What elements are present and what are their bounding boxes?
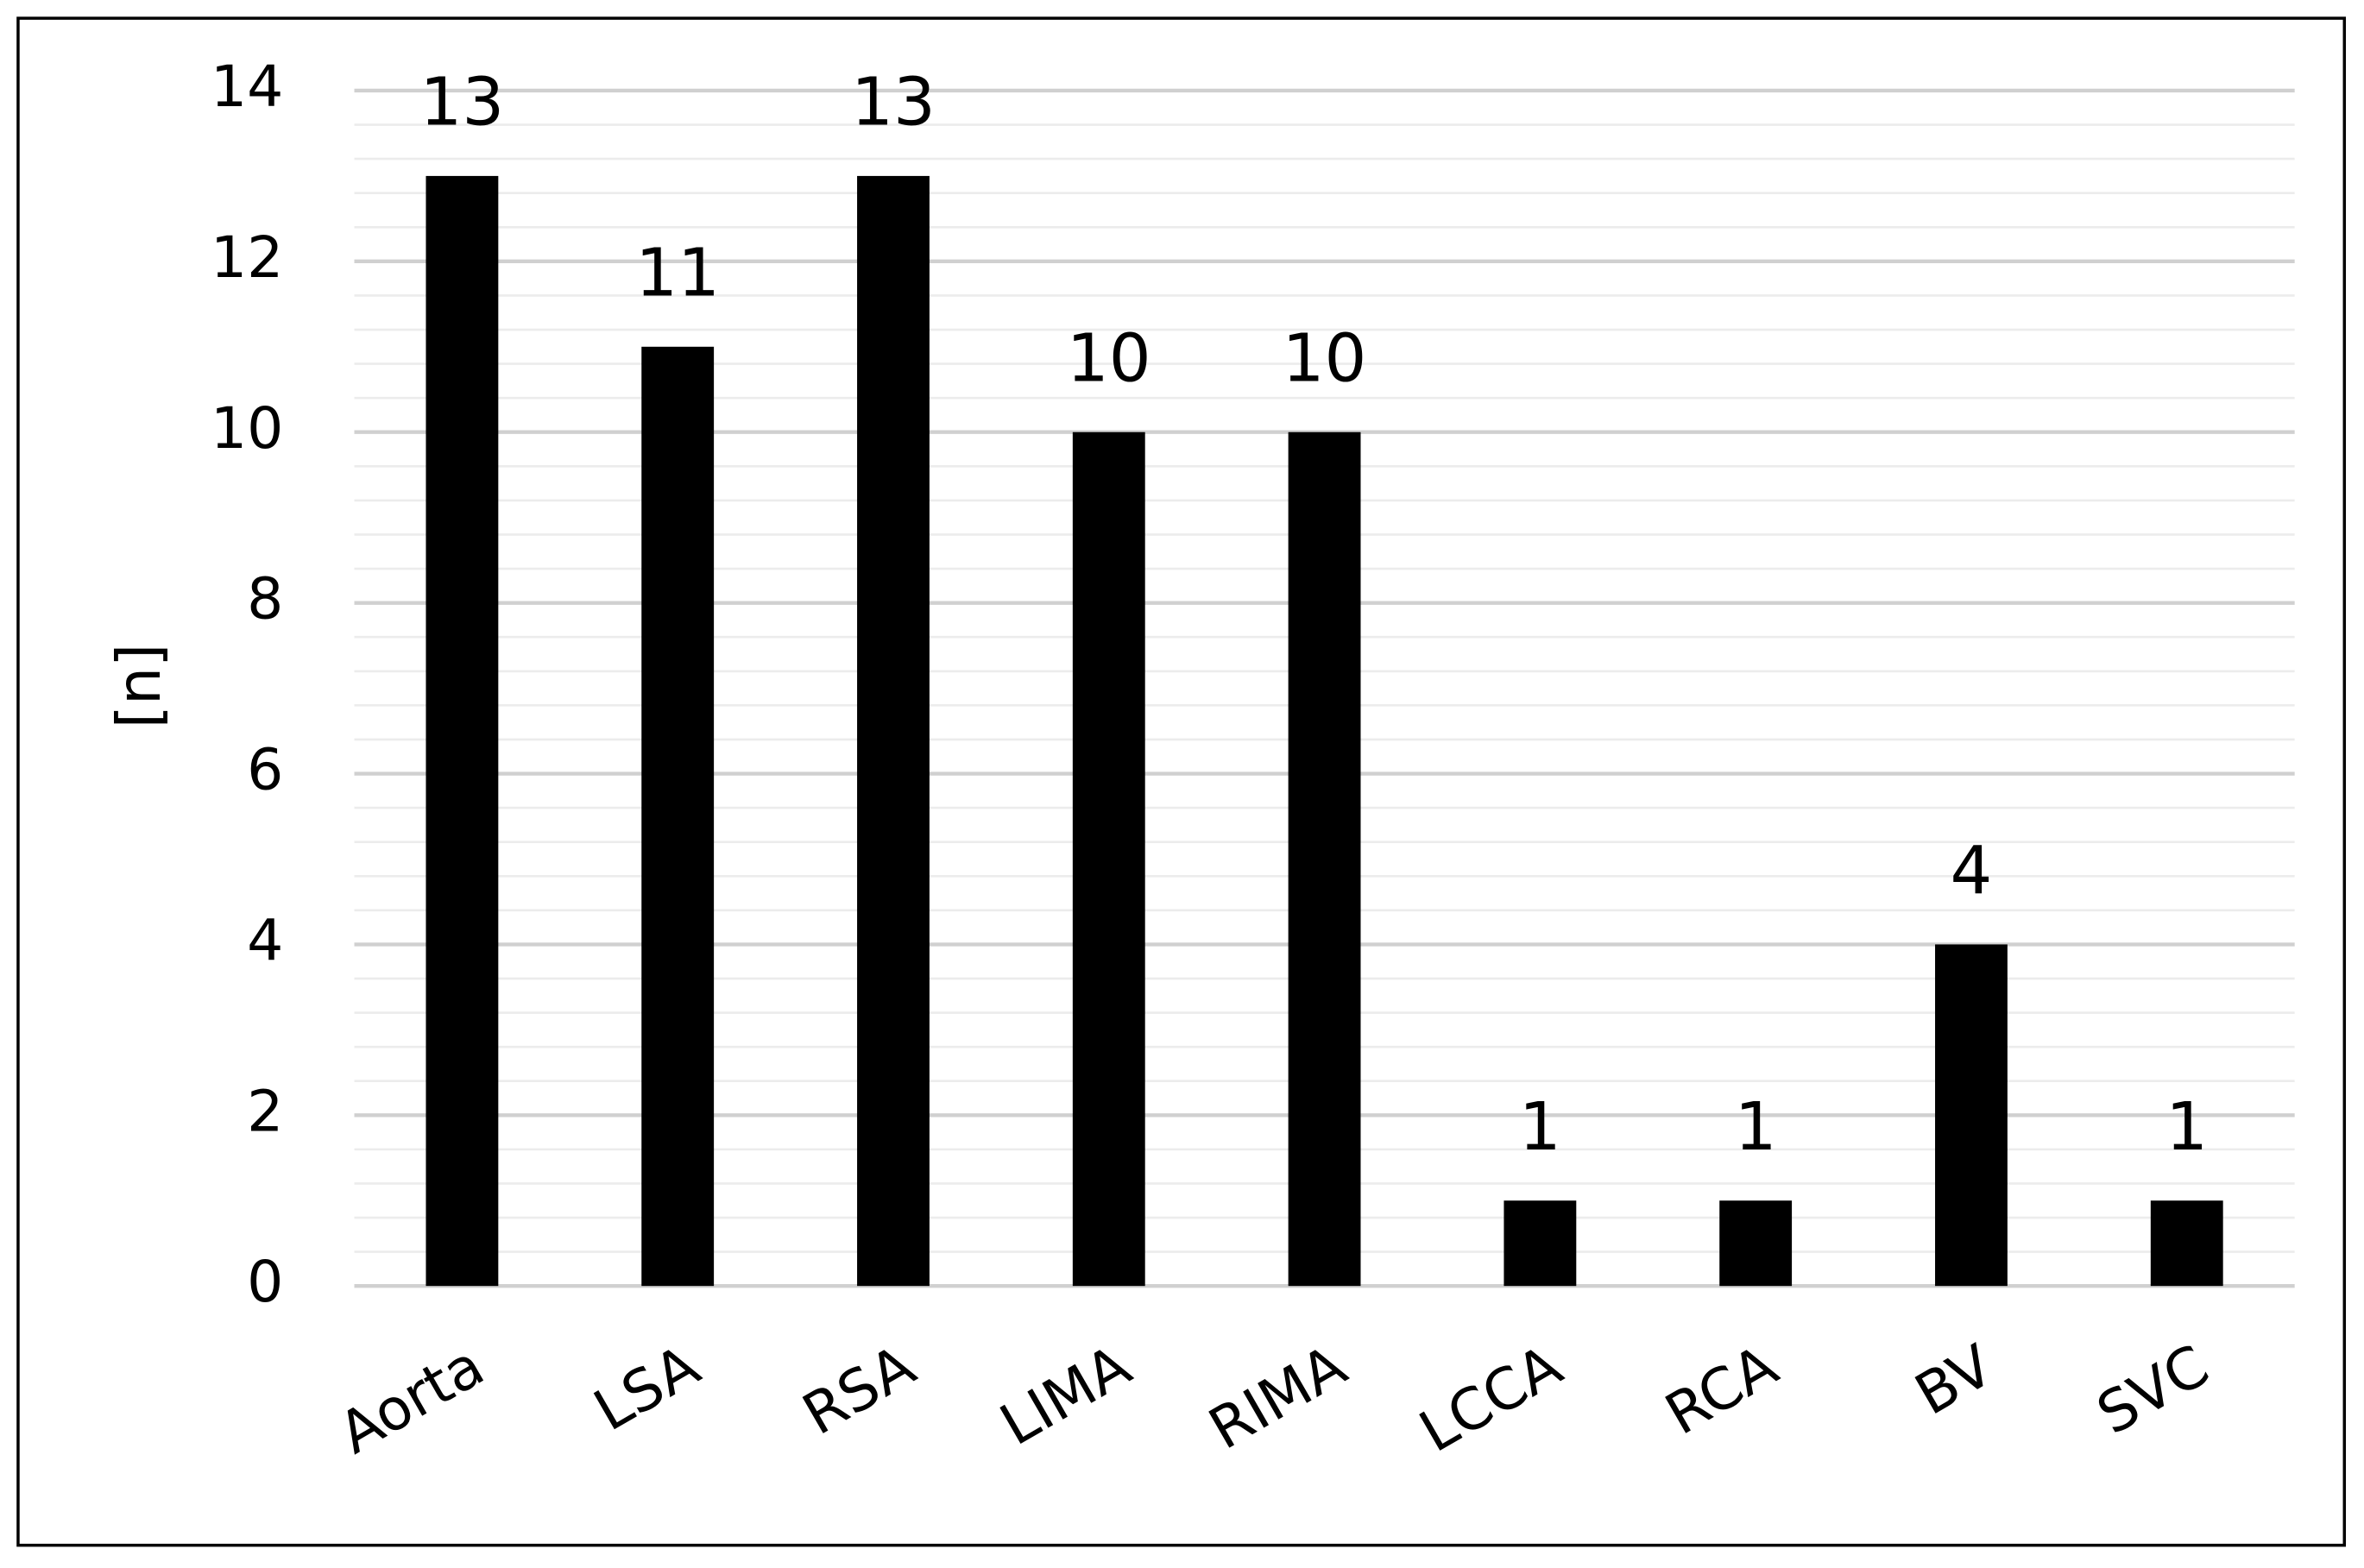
y-tick-label: 8 — [247, 565, 283, 633]
bar — [1072, 431, 1145, 1287]
data-label: 1 — [2165, 1089, 2208, 1166]
data-label: 13 — [851, 65, 936, 142]
bar — [1504, 1200, 1577, 1287]
data-label: 13 — [420, 65, 505, 142]
data-label: 1 — [1735, 1089, 1777, 1166]
bar — [1935, 944, 2008, 1287]
bar — [1288, 431, 1361, 1287]
y-tick-label: 2 — [247, 1077, 283, 1144]
y-tick-label: 14 — [211, 53, 283, 120]
y-tick-label: 12 — [211, 224, 283, 291]
chart-border — [16, 16, 2347, 1547]
bar — [2150, 1200, 2223, 1287]
data-label: 10 — [1067, 320, 1151, 397]
y-axis-label: [n] — [104, 644, 174, 729]
bar — [641, 346, 715, 1287]
y-tick-label: 6 — [247, 736, 283, 803]
y-tick-label: 0 — [247, 1248, 283, 1315]
data-label: 4 — [1951, 833, 1993, 910]
bar — [1719, 1200, 1793, 1287]
y-tick-label: 4 — [247, 906, 283, 973]
data-label: 11 — [635, 235, 720, 312]
data-label: 10 — [1283, 320, 1367, 397]
y-tick-label: 10 — [211, 394, 283, 462]
data-label: 1 — [1519, 1089, 1561, 1166]
bar — [426, 175, 499, 1287]
bar — [857, 175, 930, 1287]
